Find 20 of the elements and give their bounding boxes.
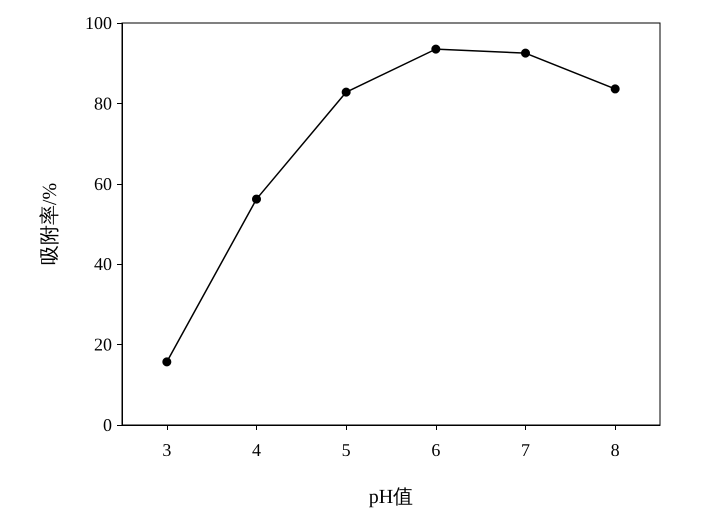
y-tick-label: 40	[94, 254, 112, 274]
y-axis-title: 吸附率/%	[39, 182, 61, 266]
point	[252, 194, 261, 204]
y-tick-label: 80	[94, 93, 112, 114]
point	[342, 88, 351, 97]
y-tick-label: 20	[94, 334, 112, 355]
x-tick-label: 4	[252, 440, 261, 460]
x-axis-title: pH值	[368, 486, 414, 508]
x-tick-label: 7	[521, 440, 530, 460]
y-tick-label: 0	[103, 415, 112, 435]
x-tick-label: 6	[431, 440, 440, 460]
y-tick-label: 100	[85, 13, 112, 33]
x-tick-label: 5	[342, 440, 351, 460]
point	[431, 44, 440, 54]
y-tick-label: 60	[94, 174, 112, 194]
x-tick-label: 3	[162, 440, 172, 460]
point	[162, 357, 172, 366]
x-tick-label: 8	[610, 440, 620, 460]
point	[610, 84, 620, 94]
point	[521, 48, 530, 58]
